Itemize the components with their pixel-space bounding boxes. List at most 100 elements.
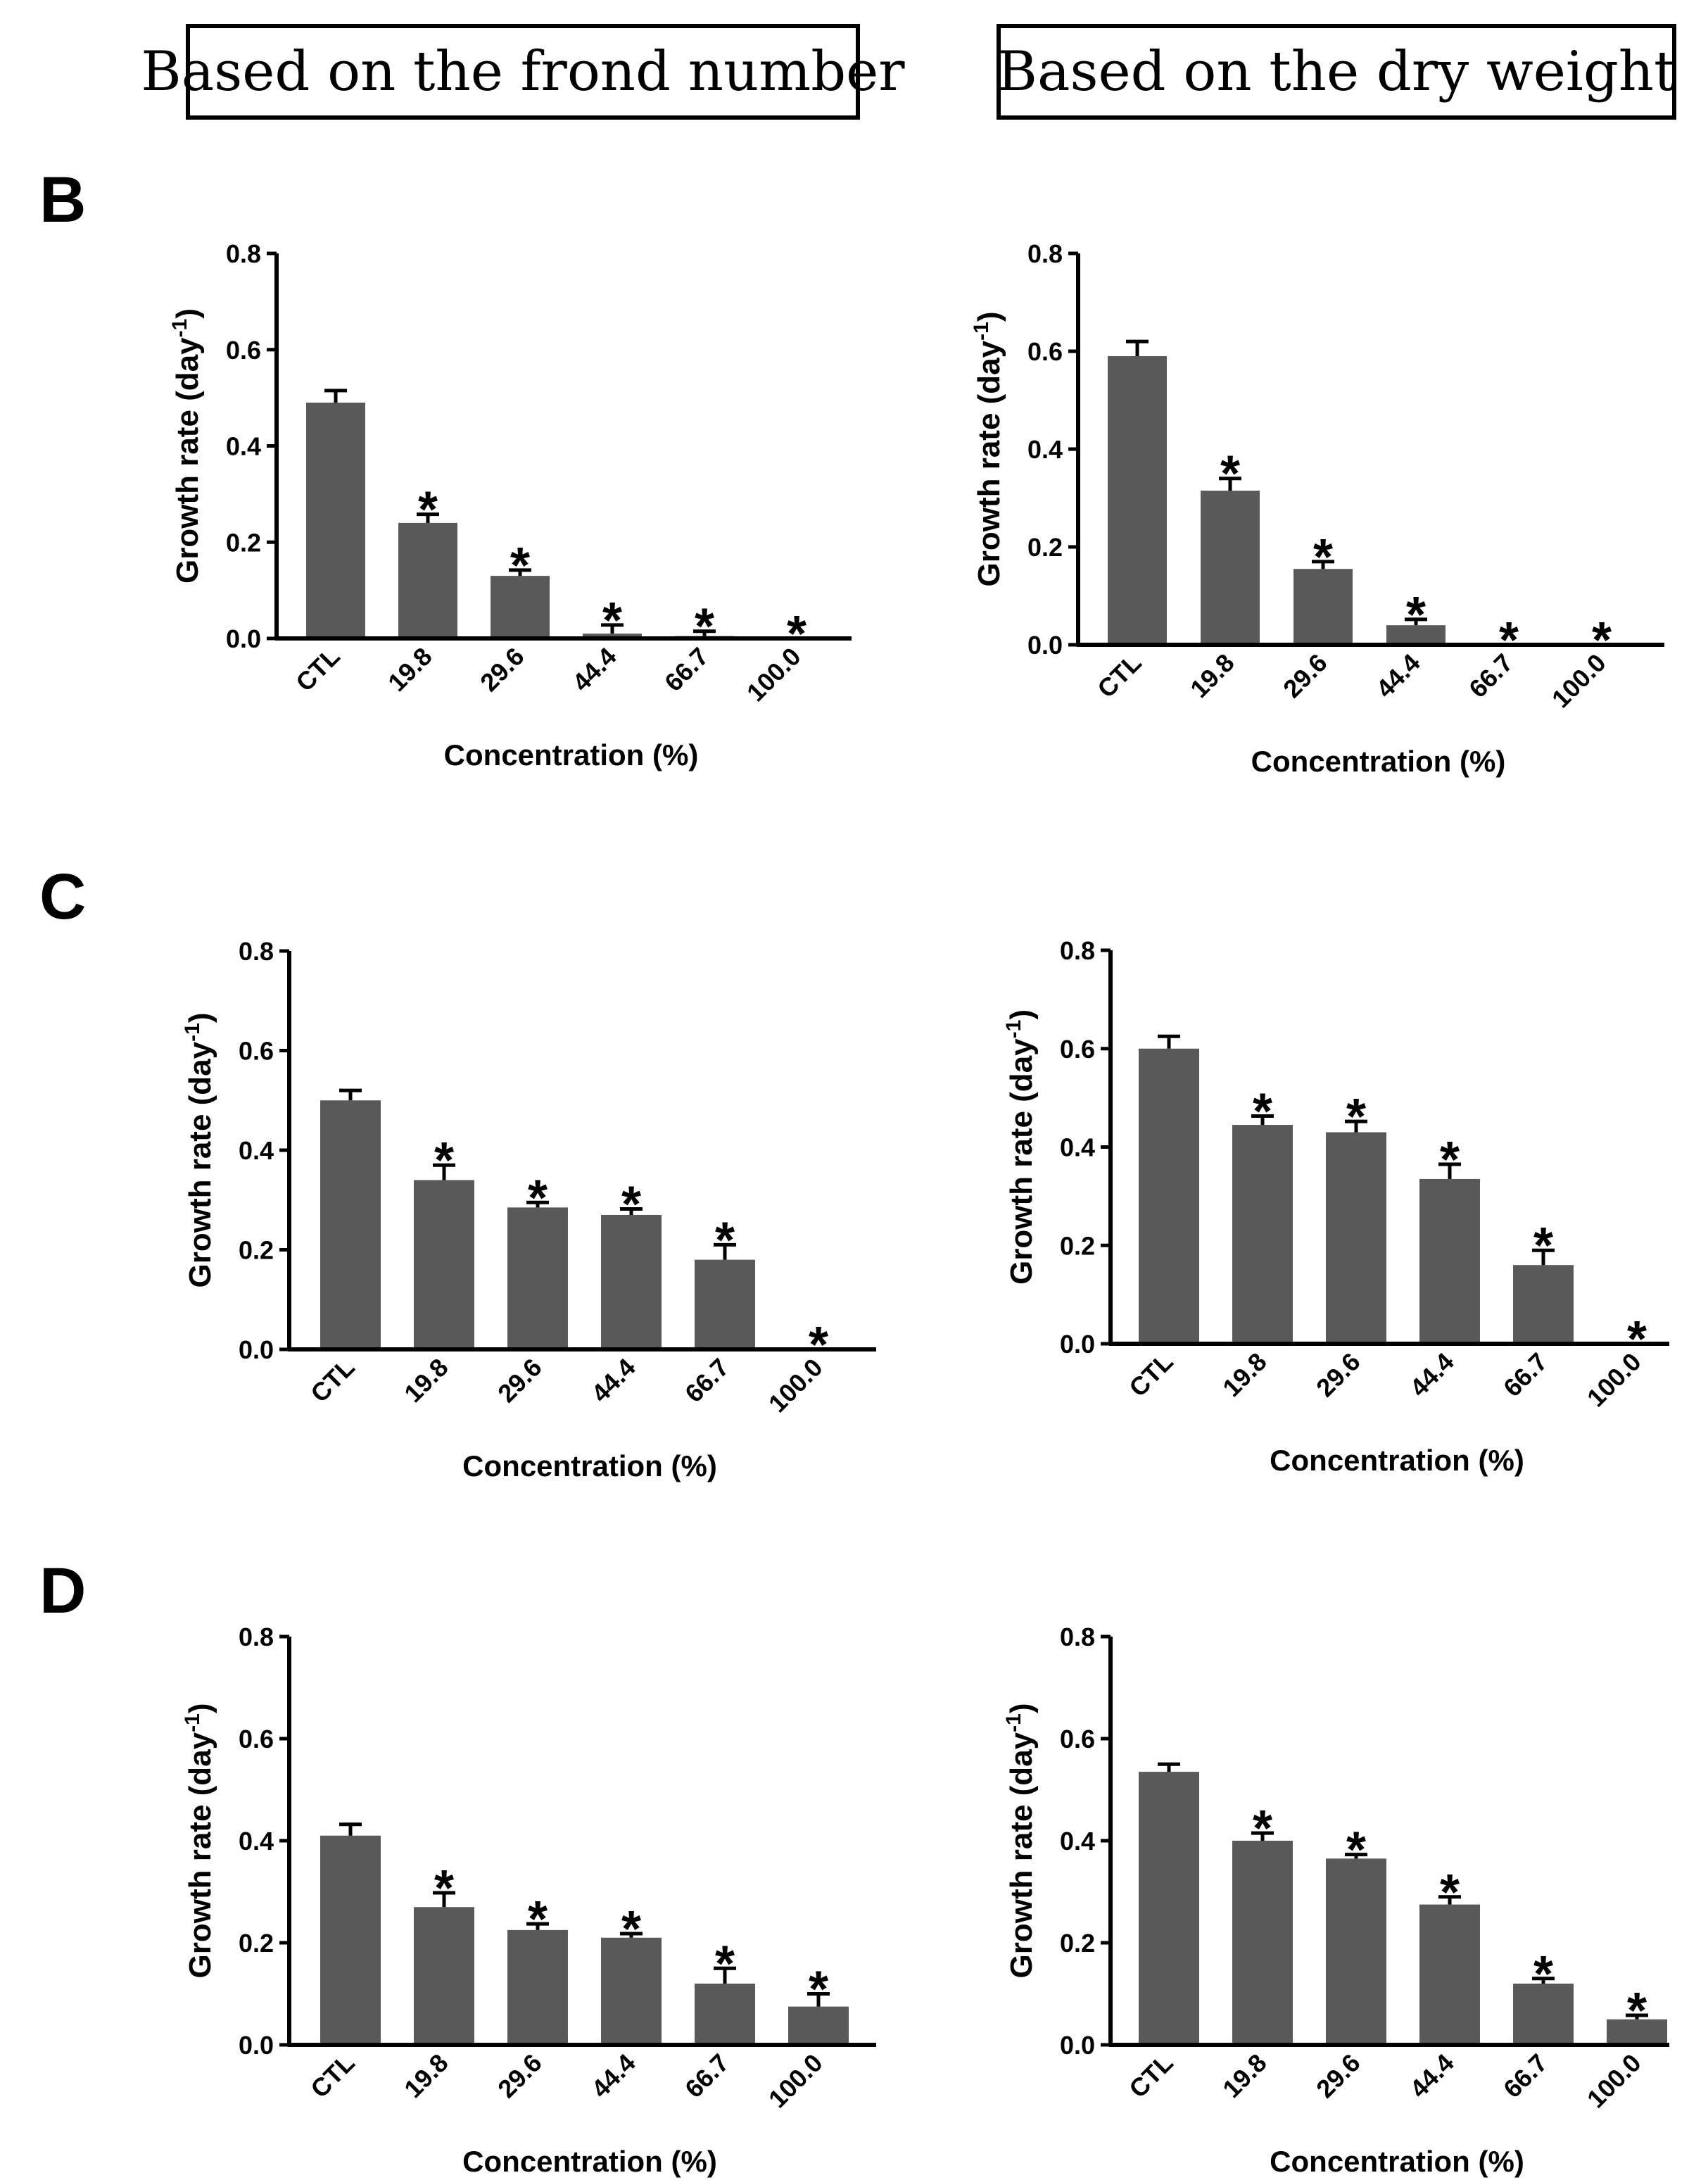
y-tick-label: 0.0 <box>1060 2031 1095 2060</box>
significance-marker: * <box>1346 1822 1366 1879</box>
bar <box>507 1207 568 1349</box>
x-axis-label: Concentration (%) <box>462 1449 717 1482</box>
bar <box>601 1214 662 1349</box>
bar <box>1139 1048 1199 1344</box>
x-tick-label: 19.8 <box>1217 2048 1272 2104</box>
y-tick-label: 0.0 <box>1027 631 1063 660</box>
y-axis-label: Growth rate (day-1) <box>181 1703 217 1979</box>
bar <box>1419 1178 1480 1344</box>
bar <box>320 1835 381 2045</box>
y-axis-label: Growth rate (day-1) <box>1002 1009 1039 1285</box>
y-tick-label: 0.6 <box>1027 337 1063 366</box>
bar <box>1139 1772 1199 2045</box>
significance-marker: * <box>1592 612 1612 669</box>
bar <box>507 1929 568 2045</box>
bar <box>601 1937 662 2045</box>
bar <box>1108 355 1167 645</box>
significance-marker: * <box>1533 1946 1553 2003</box>
y-tick-label: 0.2 <box>226 528 261 557</box>
y-tick-label: 0.2 <box>1060 1929 1095 1958</box>
y-tick-label: 0.6 <box>239 1725 274 1753</box>
y-tick-label: 0.4 <box>1027 435 1063 464</box>
x-axis-label: Concentration (%) <box>462 2145 717 2178</box>
significance-marker: * <box>528 1891 548 1948</box>
x-axis-label: Concentration (%) <box>444 738 699 771</box>
significance-marker: * <box>787 606 806 662</box>
significance-marker: * <box>1533 1218 1553 1274</box>
y-tick-label: 0.0 <box>226 624 261 653</box>
significance-marker: * <box>1499 612 1519 669</box>
significance-marker: * <box>528 1170 548 1226</box>
significance-marker: * <box>715 1936 735 1992</box>
significance-marker: * <box>809 1317 828 1373</box>
panel-letter-c: C <box>39 861 87 933</box>
bar <box>583 634 642 638</box>
y-tick-label: 0.4 <box>1060 1827 1095 1855</box>
y-tick-label: 0.6 <box>239 1037 274 1066</box>
bar <box>1201 491 1260 645</box>
bar <box>491 576 550 638</box>
significance-marker: * <box>1253 1083 1272 1140</box>
x-tick-label: 44.4 <box>1404 2048 1460 2104</box>
bar <box>1513 1984 1574 2045</box>
bar <box>1232 1125 1293 1344</box>
significance-marker: * <box>1313 529 1333 586</box>
header-dry-weight: Based on the dry weight <box>997 24 1676 120</box>
y-axis-label: Growth rate (day-1) <box>181 1013 217 1288</box>
bar <box>1513 1265 1574 1344</box>
bar <box>1293 569 1353 645</box>
y-tick-label: 0.8 <box>1060 936 1095 965</box>
bar <box>1326 1132 1386 1344</box>
significance-marker: * <box>809 1962 828 2018</box>
significance-marker: * <box>1440 1865 1460 1921</box>
x-axis-label: Concentration (%) <box>1270 1444 1524 1477</box>
y-tick-label: 0.4 <box>239 1136 274 1165</box>
y-tick-label: 0.4 <box>1060 1133 1095 1162</box>
y-tick-label: 0.0 <box>239 2031 274 2060</box>
y-tick-label: 0.0 <box>239 1335 274 1364</box>
significance-marker: * <box>1220 446 1240 503</box>
significance-marker: * <box>1253 1801 1272 1857</box>
bar <box>1607 2019 1667 2045</box>
bar <box>414 1907 474 2045</box>
bar <box>695 1259 755 1349</box>
significance-marker: * <box>621 1176 641 1233</box>
y-axis-label: Growth rate (day-1) <box>168 308 205 584</box>
significance-marker: * <box>510 538 530 594</box>
bar <box>1419 1904 1480 2045</box>
y-tick-label: 0.6 <box>1060 1725 1095 1753</box>
y-tick-label: 0.8 <box>1060 1623 1095 1651</box>
x-tick-label: 29.6 <box>1310 2048 1366 2104</box>
significance-marker: * <box>1627 1983 1647 2039</box>
x-tick-label: 66.7 <box>1498 2048 1553 2104</box>
y-tick-label: 0.8 <box>239 1623 274 1651</box>
y-tick-label: 0.2 <box>1027 533 1063 562</box>
y-axis-label: Growth rate (day-1) <box>1002 1703 1039 1979</box>
bar <box>1232 1841 1293 2045</box>
y-tick-label: 0.0 <box>1060 1330 1095 1359</box>
significance-marker: * <box>715 1212 735 1268</box>
y-tick-label: 0.6 <box>1060 1035 1095 1064</box>
x-tick-label: 100.0 <box>1581 2048 1647 2114</box>
y-tick-label: 0.2 <box>239 1929 274 1958</box>
y-axis-label: Growth rate (day-1) <box>970 312 1006 587</box>
significance-marker: * <box>621 1901 641 1958</box>
panel-letter-b: B <box>39 164 87 236</box>
bar <box>695 1984 755 2045</box>
header-frond-number: Based on the frond number <box>141 24 905 120</box>
panel-letter-d: D <box>39 1555 87 1627</box>
x-tick-label: CTL <box>1123 2048 1178 2103</box>
significance-marker: * <box>1406 587 1426 643</box>
significance-marker: * <box>434 1860 454 1917</box>
significance-marker: * <box>1346 1089 1366 1145</box>
significance-marker: * <box>695 599 714 655</box>
bar <box>788 2006 849 2045</box>
significance-marker: * <box>434 1133 454 1189</box>
x-axis-label: Concentration (%) <box>1251 745 1506 778</box>
